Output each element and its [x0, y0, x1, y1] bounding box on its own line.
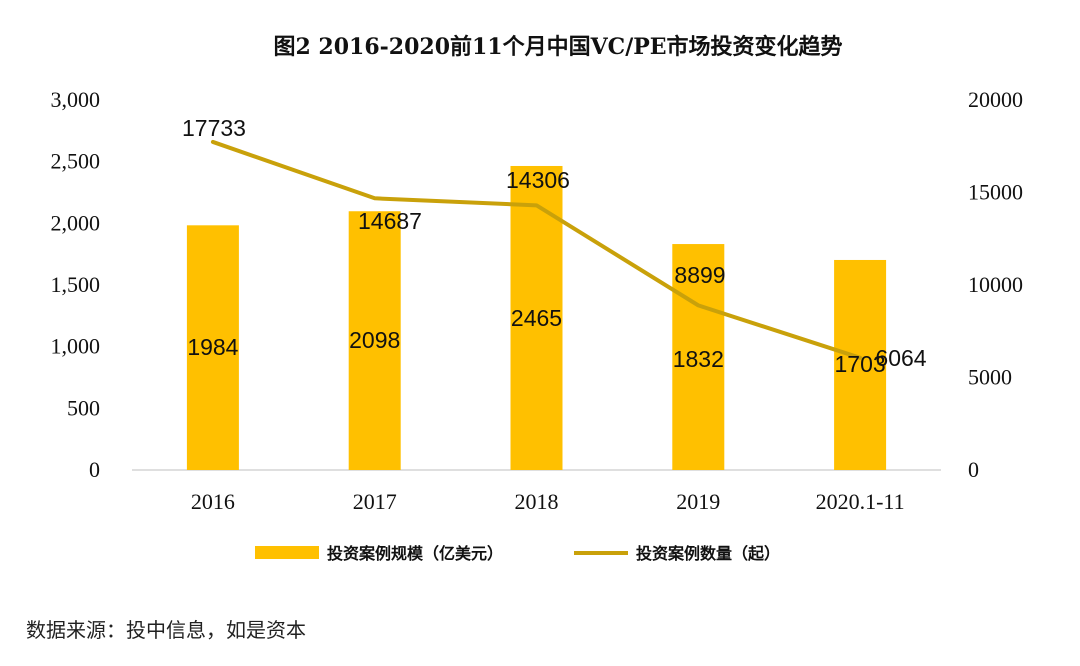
x-tick-label: 2016	[191, 489, 235, 514]
y-right-tick-label: 15000	[968, 180, 1023, 205]
y-left-tick-label: 0	[89, 457, 100, 482]
legend-swatch-bar	[255, 546, 319, 559]
source-note: 数据来源：投中信息，如是资本	[26, 618, 306, 642]
x-tick-label: 2020.1-11	[816, 489, 905, 514]
x-tick-label: 2019	[676, 489, 720, 514]
line-value-label: 14687	[358, 208, 422, 234]
bar-value-label: 1832	[673, 346, 724, 372]
x-tick-label: 2018	[515, 489, 559, 514]
y-left-tick-label: 2,000	[51, 210, 101, 235]
bar	[348, 211, 401, 470]
combo-chart: 图2 2016-2020前11个月中国VC/PE市场投资变化趋势 0 500 1,0…	[51, 34, 1024, 563]
y-right-tick-label: 0	[968, 457, 979, 482]
y-right-tick-label: 20000	[968, 87, 1023, 112]
y-right-tick-label: 10000	[968, 272, 1023, 297]
legend-label-line: 投资案例数量（起）	[636, 544, 780, 563]
y-left-tick-label: 1,000	[51, 334, 101, 359]
x-tick-label: 2017	[353, 489, 397, 514]
bar-series	[186, 165, 887, 470]
legend: 投资案例规模（亿美元） 投资案例数量（起）	[255, 544, 780, 563]
line-value-label: 14306	[506, 167, 570, 193]
line-value-label: 6064	[875, 345, 926, 371]
data-labels: 1984 2098 2465 1832 1703 17733 14687 14306 8899 6…	[182, 115, 927, 377]
line-value-label: 8899	[674, 262, 725, 288]
bar	[672, 244, 725, 470]
bar	[186, 225, 239, 470]
bar-value-label: 1984	[187, 334, 238, 360]
chart-title: 图2 2016-2020前11个月中国VC/PE市场投资变化趋势	[273, 34, 842, 60]
bar-value-label: 2465	[511, 305, 562, 331]
axes: 0 500 1,000 1,500 2,000 2,500 3,000 0 5000 10000 1…	[51, 87, 1024, 514]
line-series	[210, 139, 863, 360]
y-left-tick-label: 2,500	[51, 149, 101, 174]
y-left-tick-label: 1,500	[51, 272, 101, 297]
legend-label-bar: 投资案例规模（亿美元）	[327, 544, 503, 563]
bar-value-label: 2098	[349, 327, 400, 353]
line-value-label: 17733	[182, 115, 246, 141]
y-right-tick-label: 5000	[968, 365, 1012, 390]
bar	[834, 259, 887, 470]
y-left-tick-label: 500	[67, 395, 100, 420]
count-line	[210, 139, 863, 360]
y-left-tick-label: 3,000	[51, 87, 101, 112]
bar-value-label: 1703	[835, 351, 886, 377]
